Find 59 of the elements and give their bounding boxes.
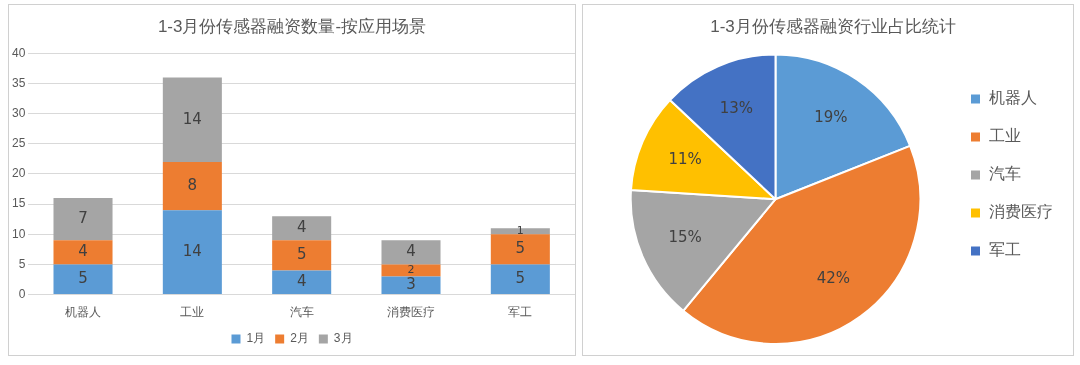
bar bbox=[381, 264, 441, 277]
bar bbox=[272, 216, 332, 241]
x-tick-label: 消费医疗 bbox=[387, 305, 435, 320]
y-tick-label: 40 bbox=[11, 45, 26, 60]
bar bbox=[490, 234, 550, 265]
x-tick-label: 机器人 bbox=[65, 305, 102, 320]
legend-label: 3月 bbox=[333, 331, 353, 346]
data-label: 2 bbox=[407, 263, 415, 277]
data-label: 19% bbox=[814, 107, 848, 126]
bar bbox=[53, 198, 113, 241]
data-label: 11% bbox=[668, 149, 702, 168]
y-tick-label: 25 bbox=[11, 136, 26, 151]
legend-label: 汽车 bbox=[989, 165, 1021, 183]
bar bbox=[490, 264, 550, 295]
bar bbox=[272, 240, 332, 271]
data-label: 8 bbox=[187, 175, 198, 194]
y-tick-label: 5 bbox=[18, 256, 26, 271]
bar bbox=[490, 228, 550, 235]
data-label: 3 bbox=[406, 275, 416, 294]
bar bbox=[162, 161, 222, 211]
legend-label: 机器人 bbox=[989, 89, 1037, 107]
legend-label: 1月 bbox=[246, 331, 266, 346]
bar bbox=[162, 210, 222, 295]
data-label: 5 bbox=[78, 269, 88, 288]
bar bbox=[272, 270, 332, 295]
data-label: 14 bbox=[182, 109, 202, 128]
data-label: 14 bbox=[182, 242, 202, 261]
data-label: 7 bbox=[78, 209, 88, 228]
y-tick-label: 35 bbox=[11, 75, 26, 90]
legend-label: 军工 bbox=[989, 241, 1021, 259]
y-tick-label: 10 bbox=[11, 226, 26, 241]
x-tick-label: 工业 bbox=[180, 305, 205, 320]
data-label: 42% bbox=[816, 268, 851, 287]
data-label: 5 bbox=[296, 245, 307, 264]
bar bbox=[53, 240, 113, 265]
data-label: 4 bbox=[406, 242, 416, 261]
data-label: 1 bbox=[516, 224, 524, 238]
data-label: 5 bbox=[515, 269, 526, 288]
data-label: 5 bbox=[515, 239, 526, 258]
data-label: 4 bbox=[296, 218, 307, 237]
bar bbox=[53, 264, 113, 295]
y-tick-label: 30 bbox=[11, 106, 26, 121]
x-tick-label: 汽车 bbox=[289, 305, 314, 320]
chart-title: 1-3月份传感器融资数量-按应用场景 bbox=[157, 16, 427, 36]
chart-title: 1-3月份传感器融资行业占比统计 bbox=[710, 16, 956, 36]
legend-label: 2月 bbox=[290, 331, 309, 346]
bar bbox=[381, 240, 441, 265]
legend-label: 消费医疗 bbox=[989, 203, 1053, 221]
data-label: 13% bbox=[719, 98, 754, 117]
y-tick-label: 0 bbox=[18, 286, 26, 301]
data-label: 4 bbox=[78, 242, 88, 261]
bar bbox=[162, 77, 222, 162]
data-label: 15% bbox=[668, 228, 702, 247]
y-tick-label: 15 bbox=[11, 196, 26, 211]
data-label: 4 bbox=[296, 272, 307, 291]
legend-label: 工业 bbox=[989, 127, 1021, 145]
bar bbox=[381, 276, 441, 295]
y-tick-label: 20 bbox=[11, 166, 26, 181]
x-tick-label: 军工 bbox=[508, 305, 533, 320]
